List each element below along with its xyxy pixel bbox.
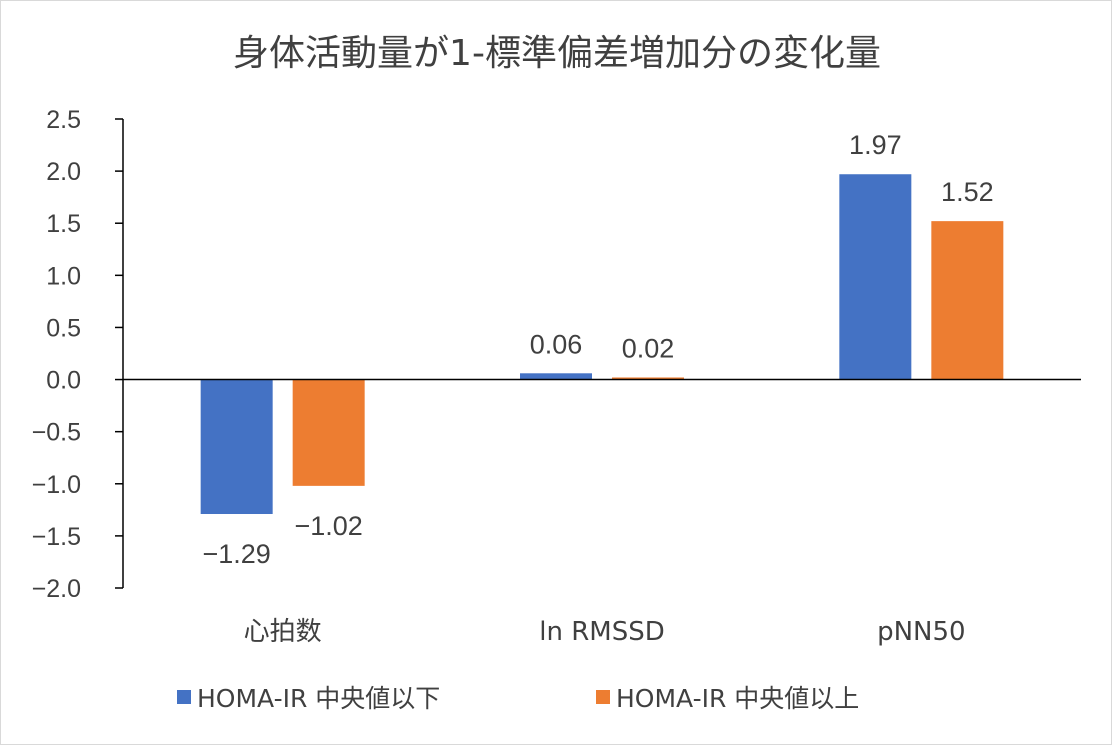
y-tick-label: 1.5: [46, 210, 81, 238]
legend: HOMA-IR 中央値以下 HOMA-IR 中央値以上: [177, 684, 859, 713]
bar: [520, 373, 592, 380]
data-label: 1.97: [849, 130, 902, 160]
y-tick-label: 1.0: [46, 262, 81, 290]
y-tick-label: −2.0: [32, 575, 81, 603]
legend-swatch: [177, 690, 191, 704]
legend-label: HOMA-IR 中央値以上: [616, 684, 859, 713]
y-tick-label: 0.0: [46, 367, 81, 395]
chart-title: 身体活動量が1-標準偏差増加分の変化量: [233, 33, 881, 74]
bar: [612, 377, 684, 380]
bar: [200, 379, 273, 515]
bars-group: [200, 174, 1004, 515]
bar: [839, 174, 912, 380]
x-category-label: 心拍数: [244, 617, 322, 647]
data-labels-group: −1.29 −1.02 0.06 0.02 1.97 1.52: [203, 130, 994, 569]
y-tick-label: 2.5: [46, 106, 81, 134]
y-tick-label: −1.5: [32, 523, 81, 551]
data-label: 0.06: [530, 329, 583, 359]
legend-label: HOMA-IR 中央値以下: [197, 684, 440, 713]
data-label: 0.02: [622, 333, 675, 363]
data-label: −1.02: [295, 511, 363, 541]
bar: [292, 379, 365, 486]
legend-swatch: [596, 690, 610, 704]
bar: [931, 221, 1004, 380]
x-axis: 心拍数 ln RMSSD pNN50: [123, 378, 1081, 647]
x-category-label: ln RMSSD: [539, 617, 665, 647]
data-label: 1.52: [941, 177, 994, 207]
x-category-label: pNN50: [877, 617, 966, 647]
y-tick-label: −1.0: [32, 471, 81, 499]
y-tick-label: 0.5: [46, 314, 81, 342]
data-label: −1.29: [203, 539, 271, 569]
y-tick-label: 2.0: [46, 158, 81, 186]
y-axis: 2.5 2.0 1.5 1.0 0.5 0.0 −0.5 −1.0 −1.5 −2.0: [32, 106, 124, 603]
y-tick-label: −0.5: [32, 419, 81, 447]
